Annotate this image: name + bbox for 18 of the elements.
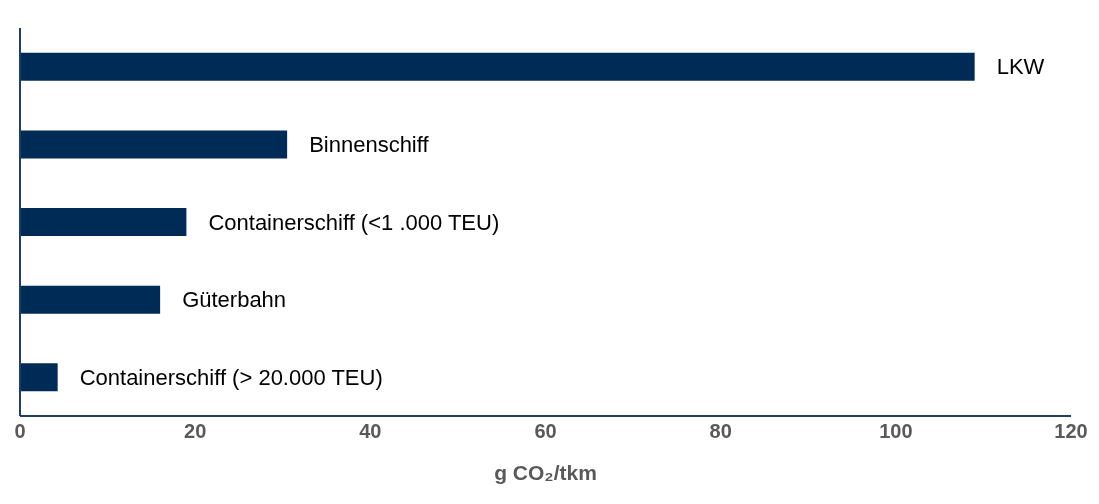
bar xyxy=(20,130,288,159)
bar xyxy=(20,285,161,314)
x-tick-label: 60 xyxy=(534,420,557,443)
y-tick-label: Binnenschiff xyxy=(309,131,430,157)
x-tick-label: 100 xyxy=(879,420,913,443)
x-axis-title: g CO₂/tkm xyxy=(494,461,597,484)
x-tick-label: 40 xyxy=(359,420,382,443)
bar xyxy=(20,363,58,392)
y-tick-label: Containerschiff (<1 .000 TEU) xyxy=(208,209,500,235)
y-tick-label: Containerschiff (> 20.000 TEU) xyxy=(79,364,383,390)
bar xyxy=(20,52,975,81)
bar xyxy=(20,208,187,237)
x-tick-label: 80 xyxy=(709,420,732,443)
y-tick-label: Güterbahn xyxy=(182,287,287,313)
x-tick-label: 20 xyxy=(184,420,207,443)
y-tick-label: LKW xyxy=(996,54,1045,80)
x-tick-label: 120 xyxy=(1054,420,1088,443)
x-tick-label: 0 xyxy=(14,420,26,443)
